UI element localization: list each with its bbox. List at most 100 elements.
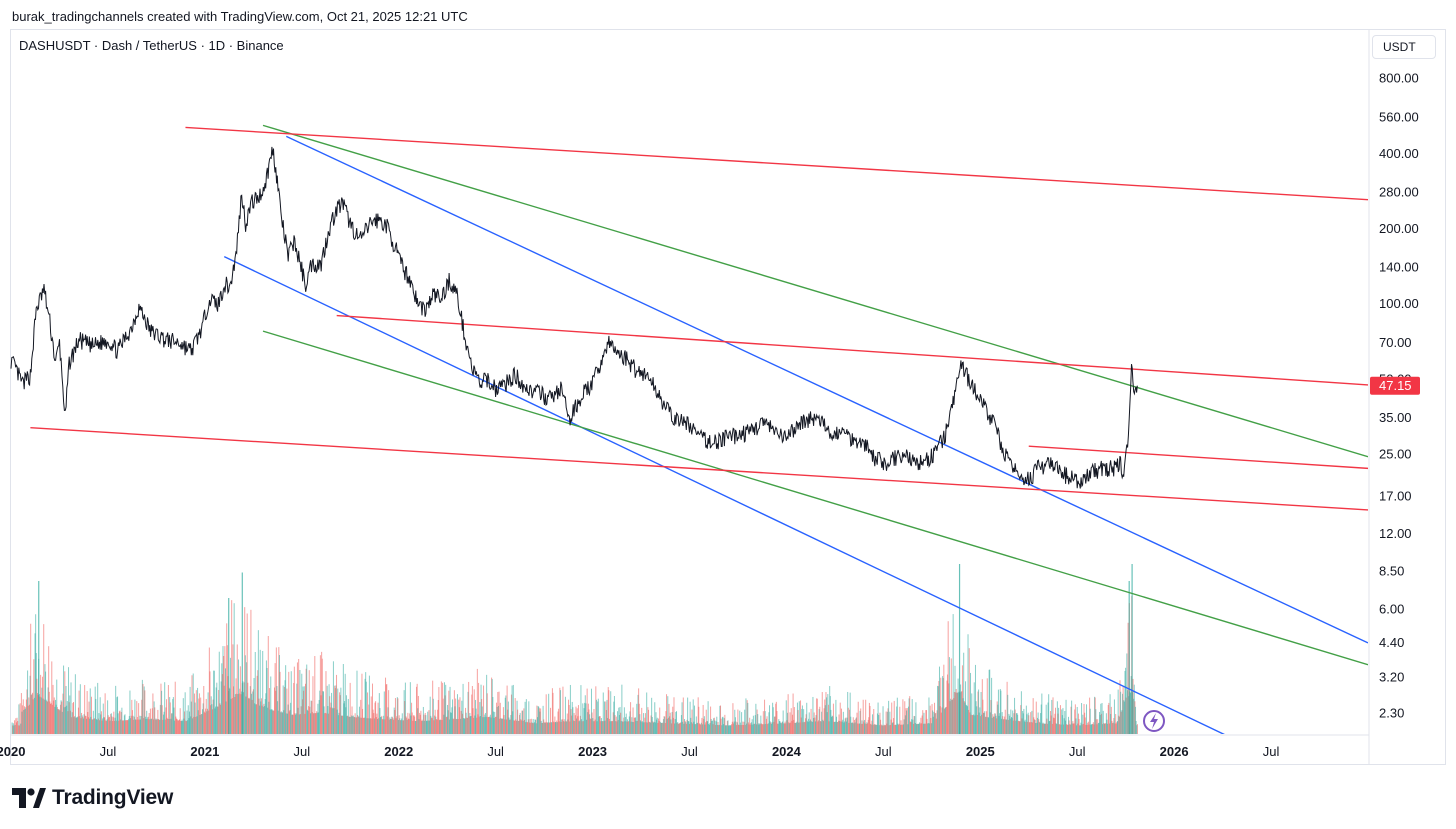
volume-bar xyxy=(901,724,903,734)
volume-bar xyxy=(1068,720,1070,734)
tradingview-brand[interactable]: TradingView xyxy=(12,786,173,810)
volume-bar xyxy=(217,706,219,734)
volume-bar xyxy=(425,720,427,734)
volume-bar xyxy=(794,722,796,734)
volume-bar xyxy=(378,718,380,734)
volume-bar xyxy=(429,720,431,734)
currency-selector[interactable]: USDT xyxy=(1372,35,1436,59)
volume-bar xyxy=(884,725,886,734)
volume-bar xyxy=(126,720,128,734)
volume-spike xyxy=(1131,564,1133,734)
volume-bar xyxy=(465,712,467,734)
volume-bar xyxy=(250,609,252,734)
volume-bar xyxy=(841,721,843,734)
volume-bar xyxy=(1027,721,1029,734)
volume-bar xyxy=(712,724,714,734)
volume-bar xyxy=(720,718,722,734)
volume-bar xyxy=(1116,721,1118,734)
volume-bar xyxy=(126,720,128,734)
volume-bar xyxy=(240,694,242,734)
volume-bar xyxy=(496,702,498,734)
volume-bar xyxy=(371,718,373,734)
volume-bar xyxy=(579,715,581,734)
volume-bar xyxy=(785,700,787,734)
volume-bar xyxy=(529,719,531,734)
volume-bar xyxy=(266,668,268,734)
volume-bar xyxy=(607,718,609,734)
price-axis[interactable]: 800.00560.00400.00280.00200.00140.00100.… xyxy=(1368,30,1419,764)
volume-bar xyxy=(657,718,659,734)
volume-bar xyxy=(641,721,643,734)
volume-bar xyxy=(97,718,99,734)
volume-bar xyxy=(1121,693,1123,734)
volume-bar xyxy=(685,722,687,734)
volume-bar xyxy=(476,668,478,734)
volume-bar xyxy=(58,709,60,734)
volume-bar xyxy=(416,686,418,734)
volume-bar xyxy=(738,725,740,734)
volume-bar xyxy=(95,719,97,734)
volume-bar xyxy=(211,704,213,734)
volume-bar xyxy=(656,719,658,734)
volume-bar xyxy=(81,712,83,734)
volume-bar xyxy=(801,705,803,734)
volume-bar xyxy=(381,719,383,734)
volume-bar xyxy=(56,707,58,734)
volume-bar xyxy=(821,711,823,734)
volume-bar xyxy=(195,716,197,734)
volume-bar xyxy=(491,677,493,734)
volume-bar xyxy=(486,693,488,734)
volume-bar xyxy=(403,720,405,734)
volume-bar xyxy=(450,712,452,734)
volume-bar xyxy=(929,723,931,734)
volume-bar xyxy=(1040,704,1042,734)
volume-bar xyxy=(588,709,590,734)
volume-bar xyxy=(16,717,18,734)
volume-bar xyxy=(196,716,198,734)
volume-bar xyxy=(64,671,66,734)
volume-bar xyxy=(47,687,49,734)
volume-bar xyxy=(271,709,273,734)
volume-bar xyxy=(318,699,320,734)
volume-bar xyxy=(499,702,501,734)
volume-bar xyxy=(24,708,26,734)
volume-bar xyxy=(475,708,477,734)
time-axis[interactable]: 2020 Jul 2021 Jul 2022 Jul 2023 Jul 2024 Jul 2025 J… xyxy=(0,734,1369,759)
volume-bar xyxy=(429,696,431,734)
volume-bar xyxy=(1062,708,1064,734)
volume-bar xyxy=(209,671,211,734)
volume-bar xyxy=(900,720,902,734)
volume-bar xyxy=(858,723,860,734)
volume-bar xyxy=(933,711,935,734)
volume-bar xyxy=(388,690,390,734)
volume-bar xyxy=(193,716,195,734)
volume-bar xyxy=(777,723,779,734)
volume-bar xyxy=(968,709,970,734)
volume-bar xyxy=(842,719,844,734)
volume-bar xyxy=(412,720,414,734)
volume-bar xyxy=(502,707,504,734)
volume-bar xyxy=(218,690,220,734)
volume-bar xyxy=(171,713,173,734)
volume-bar xyxy=(519,714,521,734)
volume-bar xyxy=(375,717,377,734)
volume-bar xyxy=(649,722,651,734)
volume-bar xyxy=(552,692,554,734)
lightning-icon[interactable] xyxy=(1143,710,1165,732)
volume-bar xyxy=(25,699,27,734)
volume-bar xyxy=(980,692,982,734)
volume-bar xyxy=(167,685,169,734)
price-layer xyxy=(10,146,1138,489)
volume-bar xyxy=(118,720,120,734)
volume-bar xyxy=(321,651,323,734)
volume-bar xyxy=(782,721,784,734)
volume-bar xyxy=(595,686,597,734)
volume-bar xyxy=(757,714,759,734)
volume-bar xyxy=(230,698,232,734)
volume-bar xyxy=(1028,715,1030,734)
volume-bar xyxy=(583,708,585,734)
volume-bar xyxy=(907,724,909,734)
volume-bar xyxy=(399,718,401,734)
volume-bar xyxy=(849,709,851,734)
